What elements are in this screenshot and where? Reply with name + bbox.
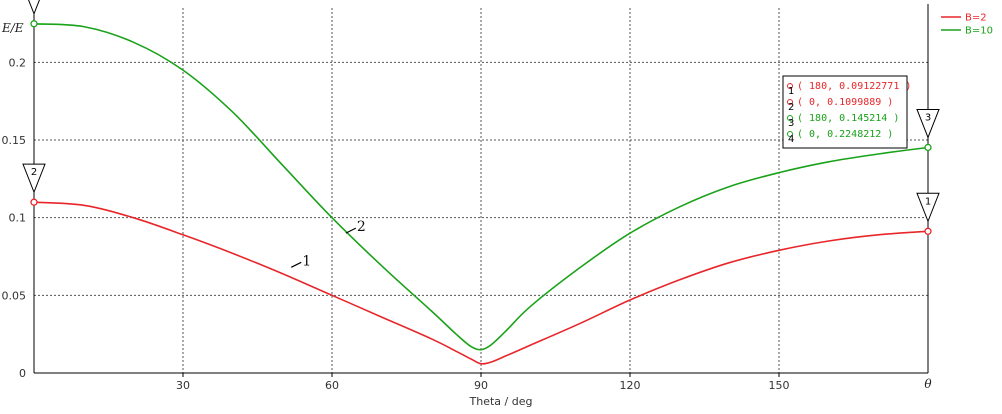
marker-flag	[916, 108, 940, 139]
marker-flag	[28, 0, 40, 16]
legend-entry: B=10	[965, 26, 993, 37]
marker-box-number: 4	[788, 134, 794, 145]
x-tick-label: 150	[769, 379, 790, 392]
series-line-2	[33, 23, 929, 351]
marker-box-number: 3	[788, 118, 794, 129]
marker-flag	[22, 163, 46, 194]
curve-label-leader	[345, 227, 357, 234]
marker-box-icon	[787, 131, 793, 137]
markers: 1 2 3 4	[22, 0, 940, 235]
x-axis-end-label: θ	[924, 377, 932, 391]
marker-box-number: 2	[788, 102, 794, 113]
marker-point	[924, 143, 932, 152]
marker-box-entry: ( 0, 0.1099889 )	[797, 97, 893, 108]
marker-readout-box: 1( 180, 0.09122771 )2( 0, 0.1099889 )3( …	[782, 75, 911, 149]
curve-label: 1	[302, 253, 311, 269]
series-lines	[33, 23, 929, 365]
curve-label-leader	[290, 261, 302, 268]
series-line-1	[33, 201, 929, 365]
tick-labels: 30 60 90 120 150 0 0.05 0.1 0.15 0.2	[2, 56, 790, 392]
y-tick-label: 0	[19, 367, 26, 380]
marker-flag-number: 1	[925, 196, 931, 207]
curve-label: 2	[357, 219, 366, 235]
marker-box-icon	[787, 99, 793, 105]
legend-entry: B=2	[965, 13, 987, 24]
marker-box-entry: ( 0, 0.2248212 )	[797, 129, 893, 140]
x-tick-label: 30	[176, 379, 190, 392]
marker-point	[30, 20, 38, 28]
marker-box-entry: ( 180, 0.145214 )	[797, 113, 899, 124]
marker-box-icon	[787, 115, 793, 121]
y-tick-label: 0.05	[2, 289, 27, 302]
x-tick-label: 90	[474, 379, 488, 392]
marker-box-entry: ( 180, 0.09122771 )	[797, 81, 911, 92]
curve-labels: 12	[290, 219, 366, 269]
marker-point	[924, 227, 932, 235]
marker-box-icon	[787, 83, 793, 89]
marker-flag	[916, 192, 940, 223]
grid	[34, 8, 928, 373]
legend: B=2 B=10	[941, 13, 993, 37]
marker-flag-number: 2	[31, 167, 37, 178]
marker-box-number: 1	[788, 86, 794, 97]
y-axis-label: E/E	[1, 21, 24, 35]
marker-box-frame	[782, 75, 908, 149]
x-tick-label: 60	[325, 379, 339, 392]
marker-point	[30, 198, 38, 206]
y-tick-label: 0.1	[9, 212, 27, 225]
y-tick-label: 0.2	[9, 56, 27, 69]
y-tick-label: 0.15	[2, 134, 27, 147]
x-axis-label: Theta / deg	[469, 395, 533, 408]
marker-flag-number: 3	[925, 112, 931, 123]
x-tick-label: 120	[620, 379, 641, 392]
